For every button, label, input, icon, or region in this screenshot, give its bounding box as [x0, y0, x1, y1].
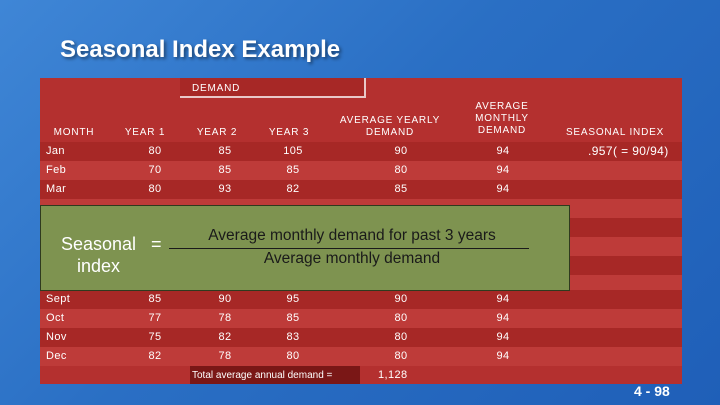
- header-year1: YEAR 1: [124, 127, 166, 138]
- cell-month: Sept: [46, 293, 71, 305]
- cell-year1: 80: [148, 145, 162, 157]
- cell-year2: 90: [218, 293, 232, 305]
- table-row: Mar 80 93 82 85 94: [40, 180, 682, 199]
- formula-equals: =: [151, 234, 162, 254]
- cell-avg-yearly: 80: [394, 350, 408, 362]
- cell-year1: 75: [148, 331, 162, 343]
- total-label: Total average annual demand =: [192, 370, 333, 381]
- cell-avg-monthly: 94: [496, 350, 510, 362]
- table-row: Dec 82 78 80 80 94: [40, 347, 682, 366]
- table-row: Jan 80 85 105 90 94 .957( = 90/94): [40, 142, 682, 161]
- cell-year2: 78: [218, 312, 232, 324]
- cell-year3: 82: [286, 183, 300, 195]
- cell-avg-monthly: 94: [496, 312, 510, 324]
- header-seasonal-index: SEASONAL INDEX: [565, 127, 665, 138]
- cell-avg-monthly: 94: [496, 293, 510, 305]
- header-avg-yearly-line2: DEMAND: [365, 127, 415, 138]
- total-value: 1,128: [378, 369, 408, 381]
- cell-year3: 85: [286, 164, 300, 176]
- cell-avg-yearly: 80: [394, 331, 408, 343]
- cell-avg-monthly: 94: [496, 331, 510, 343]
- cell-year1: 82: [148, 350, 162, 362]
- cell-avg-yearly: 90: [394, 293, 408, 305]
- cell-avg-yearly: 85: [394, 183, 408, 195]
- cell-year3: 95: [286, 293, 300, 305]
- cell-month: Feb: [46, 164, 67, 176]
- header-avg-monthly-line3: DEMAND: [477, 125, 527, 136]
- cell-year3: 83: [286, 331, 300, 343]
- cell-year2: 85: [218, 145, 232, 157]
- cell-month: Dec: [46, 350, 67, 362]
- cell-avg-yearly: 80: [394, 312, 408, 324]
- cell-year1: 80: [148, 183, 162, 195]
- header-avg-yearly: AVERAGE YEARLY DEMAND: [330, 115, 450, 139]
- header-month: MONTH: [53, 127, 95, 138]
- cell-year3: 105: [283, 145, 303, 157]
- formula-label: Seasonal index: [61, 233, 136, 277]
- table-row: Oct 77 78 85 80 94: [40, 309, 682, 328]
- cell-year1: 85: [148, 293, 162, 305]
- cell-avg-monthly: 94: [496, 164, 510, 176]
- table-row: Sept 85 90 95 90 94: [40, 290, 682, 309]
- cell-month: Mar: [46, 183, 67, 195]
- cell-avg-yearly: 90: [394, 145, 408, 157]
- cell-year2: 93: [218, 183, 232, 195]
- cell-avg-monthly: 94: [496, 145, 510, 157]
- formula-fraction-bar: [169, 248, 529, 249]
- formula-numerator: Average monthly demand for past 3 years: [208, 227, 496, 244]
- header-avg-yearly-line1: AVERAGE YEARLY: [339, 115, 441, 126]
- cell-year1: 77: [148, 312, 162, 324]
- header-year2: YEAR 2: [196, 127, 238, 138]
- cell-year2: 78: [218, 350, 232, 362]
- formula-label-line1: Seasonal: [61, 234, 137, 254]
- header-avg-monthly-line2: MONTHLY: [475, 113, 529, 124]
- cell-year2: 85: [218, 164, 232, 176]
- header-avg-monthly: AVERAGE MONTHLY DEMAND: [460, 101, 544, 137]
- slide-title: Seasonal Index Example: [60, 36, 341, 63]
- cell-month: Nov: [46, 331, 67, 343]
- cell-seasonal-index: .957( = 90/94): [588, 144, 669, 158]
- formula-denominator: Average monthly demand: [263, 250, 441, 267]
- cell-month: Oct: [46, 312, 65, 324]
- cell-year3: 80: [286, 350, 300, 362]
- slide-number: 4 - 98: [634, 383, 670, 399]
- cell-year3: 85: [286, 312, 300, 324]
- demand-group-header-box: [180, 78, 366, 98]
- cell-avg-yearly: 80: [394, 164, 408, 176]
- header-year3: YEAR 3: [268, 127, 310, 138]
- formula-label-line2: index: [77, 256, 121, 276]
- cell-year2: 82: [218, 331, 232, 343]
- total-strip: [190, 366, 360, 384]
- cell-year1: 70: [148, 164, 162, 176]
- cell-avg-monthly: 94: [496, 183, 510, 195]
- demand-group-header: DEMAND: [192, 83, 241, 94]
- cell-month: Jan: [46, 145, 65, 157]
- seasonal-index-formula: Seasonal index = Average monthly demand …: [40, 205, 570, 291]
- table-row: Feb 70 85 85 80 94: [40, 161, 682, 180]
- header-avg-monthly-line1: AVERAGE: [475, 101, 529, 112]
- table-row: Nov 75 82 83 80 94: [40, 328, 682, 347]
